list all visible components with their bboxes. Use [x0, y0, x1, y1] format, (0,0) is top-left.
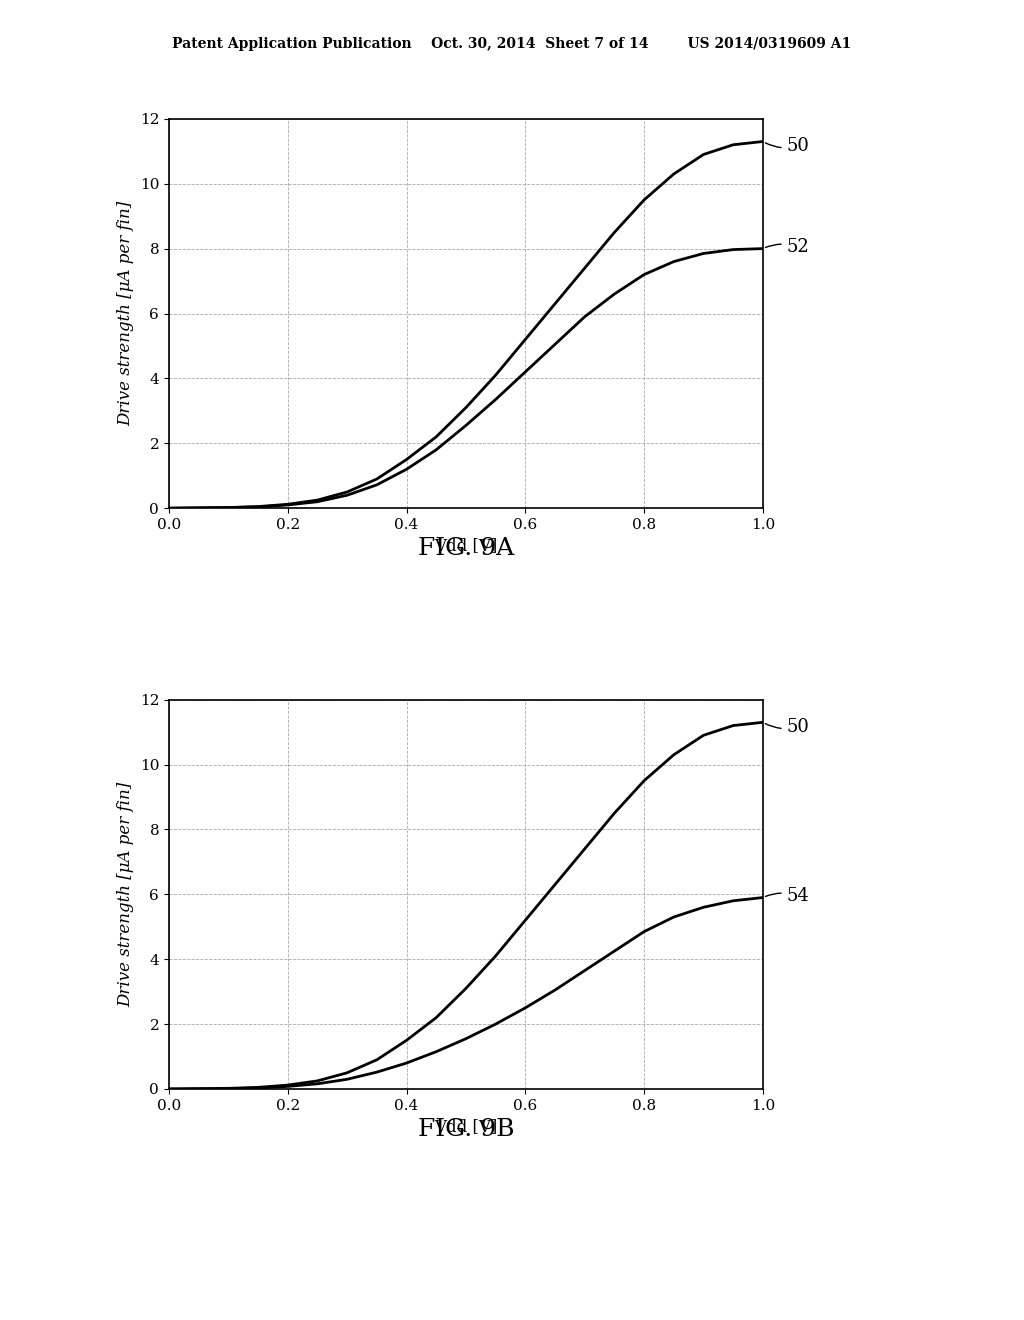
Text: 50: 50: [765, 718, 810, 737]
Text: FIG. 9B: FIG. 9B: [418, 1118, 514, 1140]
X-axis label: Vdd [V]: Vdd [V]: [434, 537, 498, 554]
Y-axis label: Drive strength [μA per fin]: Drive strength [μA per fin]: [117, 201, 134, 426]
Text: 50: 50: [765, 137, 810, 156]
Text: 54: 54: [765, 887, 809, 904]
X-axis label: Vdd [V]: Vdd [V]: [434, 1118, 498, 1135]
Y-axis label: Drive strength [μA per fin]: Drive strength [μA per fin]: [117, 781, 134, 1007]
Text: Patent Application Publication    Oct. 30, 2014  Sheet 7 of 14        US 2014/03: Patent Application Publication Oct. 30, …: [172, 37, 852, 51]
Text: 52: 52: [765, 238, 809, 256]
Text: FIG. 9A: FIG. 9A: [418, 537, 514, 560]
